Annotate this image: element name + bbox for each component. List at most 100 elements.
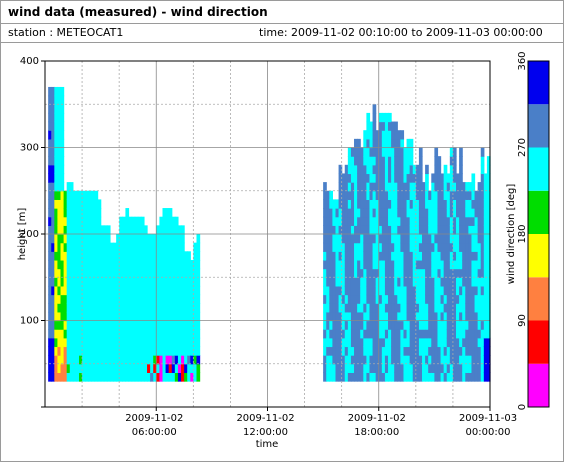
- heatmap-cell: [459, 337, 463, 348]
- heatmap-cell: [384, 234, 389, 244]
- heatmap-cell: [468, 303, 473, 313]
- heatmap-cell: [434, 208, 439, 218]
- heatmap-cell: [94, 199, 99, 209]
- heatmap-cell: [425, 285, 429, 296]
- heatmap-cell: [159, 294, 164, 304]
- heatmap-cell: [125, 294, 130, 304]
- heatmap-cell: [184, 303, 188, 313]
- heatmap-cell: [54, 285, 59, 296]
- heatmap-cell: [103, 285, 108, 296]
- heatmap-cell: [91, 208, 96, 218]
- heatmap-cell: [431, 311, 435, 322]
- heatmap-cell: [381, 329, 386, 339]
- heatmap-cell: [181, 225, 185, 235]
- heatmap-cell: [418, 251, 423, 261]
- heatmap-cell: [477, 355, 482, 365]
- heatmap-cell: [116, 355, 120, 365]
- heatmap-cell: [122, 234, 127, 244]
- heatmap-cell: [63, 311, 68, 322]
- heatmap-cell: [443, 259, 448, 270]
- heatmap-cell: [381, 320, 386, 330]
- heatmap-cell: [177, 363, 182, 373]
- heatmap-cell: [437, 311, 442, 322]
- heatmap-cell: [412, 346, 417, 356]
- heatmap-cell: [440, 337, 445, 348]
- heatmap-cell: [363, 234, 367, 244]
- heatmap-cell: [449, 372, 454, 382]
- heatmap-cell: [344, 225, 349, 235]
- heatmap-cell: [446, 225, 451, 235]
- heatmap-cell: [131, 311, 136, 322]
- heatmap-cell: [357, 138, 361, 149]
- heatmap-cell: [341, 277, 346, 287]
- heatmap-cell: [388, 234, 392, 244]
- heatmap-cell: [341, 242, 346, 252]
- heatmap-cell: [366, 259, 371, 270]
- heatmap-cell: [452, 216, 457, 226]
- heatmap-cell: [85, 242, 89, 252]
- heatmap-cell: [100, 372, 105, 382]
- heatmap-cell: [150, 242, 154, 252]
- heatmap-cell: [48, 268, 52, 278]
- heatmap-cell: [391, 294, 395, 304]
- heatmap-cell: [465, 346, 469, 356]
- heatmap-cell: [329, 311, 333, 322]
- heatmap-cell: [174, 329, 179, 339]
- heatmap-cell: [375, 190, 380, 200]
- heatmap-cell: [69, 182, 74, 192]
- heatmap-cell: [375, 216, 380, 226]
- heatmap-cell: [165, 242, 170, 252]
- heatmap-cell: [116, 311, 120, 322]
- heatmap-cell: [168, 294, 173, 304]
- heatmap-cell: [347, 372, 352, 382]
- heatmap-cell: [143, 242, 148, 252]
- heatmap-cell: [360, 355, 364, 365]
- heatmap-cell: [465, 294, 469, 304]
- heatmap-cell: [403, 156, 408, 166]
- heatmap-cell: [187, 320, 191, 330]
- heatmap-cell: [326, 268, 330, 278]
- heatmap-cell: [106, 337, 111, 348]
- heatmap-cell: [391, 329, 395, 339]
- heatmap-cell: [109, 251, 114, 261]
- colorbar-tick-label: 360: [517, 51, 528, 70]
- heatmap-cell: [193, 242, 198, 252]
- heatmap-cell: [474, 355, 479, 365]
- heatmap-cell: [196, 294, 201, 304]
- heatmap-cell: [326, 234, 330, 244]
- heatmap-cell: [338, 182, 343, 192]
- heatmap-cell: [323, 294, 327, 304]
- x-axis-label: time: [256, 439, 279, 450]
- heatmap-cell: [428, 329, 432, 339]
- heatmap-cell: [363, 303, 367, 313]
- heatmap-cell: [100, 320, 105, 330]
- heatmap-cell: [153, 346, 157, 356]
- heatmap-cell: [48, 208, 52, 218]
- heatmap-cell: [360, 346, 364, 356]
- heatmap-cell: [103, 303, 108, 313]
- heatmap-cell: [48, 259, 52, 270]
- heatmap-cell: [193, 355, 198, 365]
- heatmap-cell: [443, 216, 448, 226]
- heatmap-cell: [150, 259, 154, 270]
- heatmap-cell: [360, 285, 364, 296]
- heatmap-cell: [366, 277, 371, 287]
- heatmap-cell: [57, 346, 62, 356]
- heatmap-cell: [72, 216, 77, 226]
- heatmap-cell: [397, 173, 401, 183]
- heatmap-cell: [406, 259, 411, 270]
- heatmap-cell: [486, 372, 491, 382]
- heatmap-cell: [354, 147, 358, 157]
- heatmap-cell: [366, 147, 371, 157]
- heatmap-cell: [418, 234, 423, 244]
- heatmap-cell: [100, 294, 105, 304]
- heatmap-cell: [422, 277, 426, 287]
- heatmap-cell: [456, 199, 460, 209]
- heatmap-cell: [384, 337, 389, 348]
- heatmap-cell: [378, 251, 383, 261]
- heatmap-cell: [338, 242, 343, 252]
- heatmap-cell: [381, 164, 386, 175]
- heatmap-cell: [137, 242, 142, 252]
- heatmap-cell: [480, 190, 485, 200]
- heatmap-cell: [403, 251, 408, 261]
